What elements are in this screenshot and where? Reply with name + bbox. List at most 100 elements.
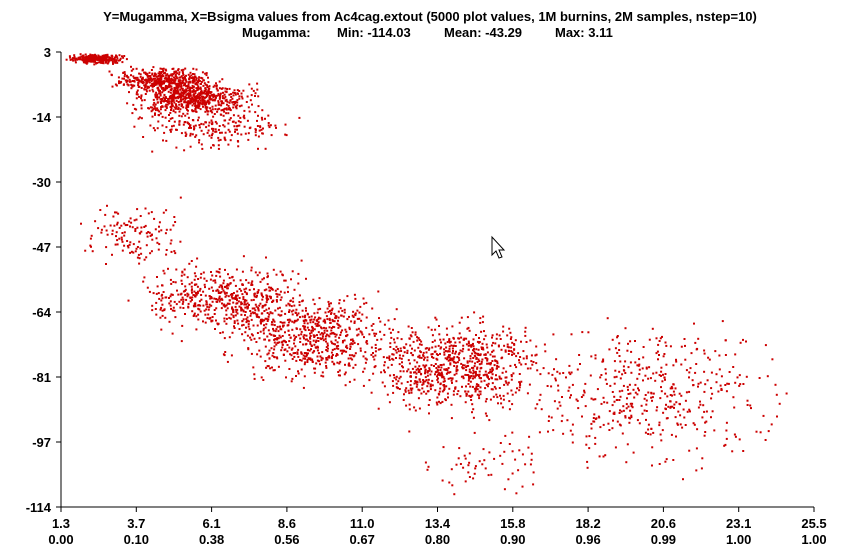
scatter-point (451, 325, 454, 328)
scatter-point (315, 319, 318, 322)
scatter-point (233, 125, 236, 128)
scatter-point (211, 122, 214, 125)
scatter-point (434, 328, 437, 331)
scatter-point (88, 58, 91, 61)
scatter-point (383, 369, 385, 372)
scatter-point (228, 101, 231, 104)
scatter-point (117, 212, 120, 215)
scatter-point (173, 80, 176, 83)
scatter-point (329, 332, 332, 335)
scatter-point (143, 88, 146, 91)
scatter-point (241, 293, 244, 296)
scatter-point (353, 341, 356, 344)
scatter-point (250, 266, 253, 269)
scatter-point (224, 292, 227, 295)
scatter-point (423, 366, 426, 369)
scatter-point (429, 388, 432, 391)
scatter-point (186, 106, 189, 108)
scatter-point (266, 295, 269, 298)
scatter-point (447, 355, 450, 358)
scatter-point (342, 315, 345, 318)
scatter-point (149, 252, 152, 255)
scatter-point (205, 72, 208, 75)
scatter-point (718, 368, 721, 371)
scatter-point (273, 348, 276, 351)
scatter-point (132, 75, 135, 78)
scatter-point (191, 298, 193, 301)
scatter-point (638, 373, 641, 376)
scatter-point (293, 355, 296, 358)
scatter-point (285, 376, 287, 379)
scatter-point (502, 394, 505, 397)
scatter-point (471, 366, 473, 369)
scatter-point (328, 355, 331, 358)
scatter-point (103, 225, 106, 228)
scatter-point (455, 463, 458, 466)
scatter-point (438, 372, 440, 375)
scatter-point (234, 102, 237, 105)
x-tick-label: 8.6 (278, 516, 296, 531)
scatter-point (372, 352, 374, 354)
scatter-point (355, 328, 358, 331)
scatter-point (535, 362, 538, 365)
scatter-point (148, 71, 151, 74)
scatter-point (160, 85, 163, 88)
scatter-point (232, 316, 235, 319)
scatter-point (319, 355, 322, 358)
scatter-point (310, 315, 313, 318)
scatter-point (222, 102, 225, 105)
scatter-point (181, 70, 184, 73)
scatter-point (414, 409, 417, 412)
scatter-point (302, 335, 305, 338)
scatter-point (183, 290, 186, 292)
scatter-point (510, 374, 513, 376)
scatter-point (198, 300, 201, 303)
scatter-point (616, 420, 619, 423)
scatter-point (515, 492, 518, 495)
scatter-point (490, 473, 493, 476)
scatter-point (204, 294, 207, 297)
scatter-point (91, 250, 94, 253)
scatter-point (175, 87, 178, 90)
scatter-point (193, 314, 196, 317)
scatter-point (184, 313, 186, 315)
scatter-point (434, 363, 437, 365)
scatter-point (245, 321, 248, 324)
scatter-point (608, 429, 611, 431)
scatter-point (665, 344, 668, 347)
scatter-point (269, 124, 272, 127)
scatter-point (100, 57, 103, 59)
scatter-point (561, 396, 563, 398)
scatter-point (312, 350, 315, 353)
scatter-point (450, 357, 453, 360)
scatter-point (305, 354, 308, 357)
scatter-point (333, 333, 336, 335)
scatter-point (627, 388, 629, 391)
scatter-point (113, 57, 116, 60)
scatter-point (379, 320, 382, 323)
scatter-point (92, 55, 95, 58)
scatter-point (198, 92, 201, 95)
scatter-point (193, 290, 196, 293)
scatter-point (298, 116, 301, 119)
scatter-point (189, 124, 192, 127)
scatter-point (232, 279, 235, 282)
scatter-point (222, 289, 225, 292)
scatter-point (511, 472, 514, 475)
scatter-point (275, 126, 277, 129)
scatter-point (257, 309, 260, 312)
scatter-point (203, 82, 206, 85)
scatter-point (181, 324, 184, 327)
scatter-point (284, 312, 287, 315)
scatter-point (508, 350, 511, 352)
scatter-point (265, 308, 268, 311)
scatter-point (660, 439, 663, 442)
scatter-point (146, 86, 149, 89)
scatter-point (616, 399, 619, 401)
scatter-point (268, 307, 270, 310)
scatter-point (97, 61, 100, 64)
scatter-point (218, 125, 221, 127)
scatter-point (164, 68, 167, 71)
scatter-point (495, 367, 498, 370)
